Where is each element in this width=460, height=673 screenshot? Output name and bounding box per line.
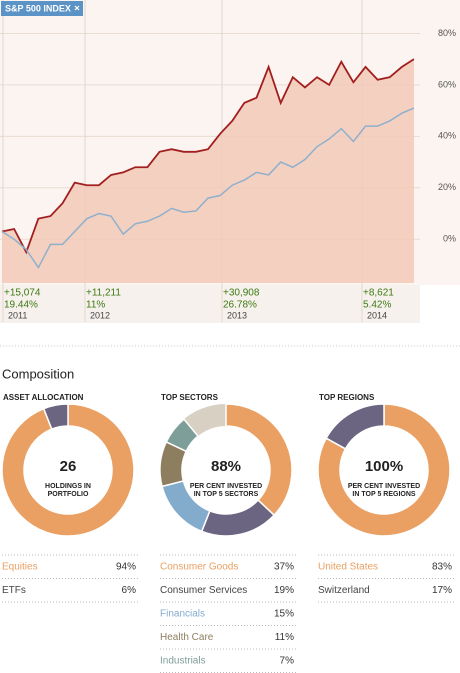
center-text: 100% [365,458,403,475]
legend-value: 6% [122,585,137,596]
year-label: 2013 [227,310,247,320]
y-tick-label: 60% [438,79,456,89]
center-text: 88% [211,458,241,475]
legend-value: 94% [116,562,136,573]
center-text: PER CENT INVESTED [190,483,262,490]
gain-amount: +8,621 [363,288,394,299]
donut-segment [200,499,276,537]
y-tick-label: 80% [438,28,456,38]
legend-label: Consumer Goods [160,562,238,573]
line [1,58,415,255]
donut-segment [42,403,69,431]
legend-value: 7% [280,656,295,667]
gain-amount: +15,074 [4,288,41,299]
legend-label: Health Care [160,632,214,643]
legend-label: Equities [2,562,38,573]
center-text: 26 [60,458,77,475]
gain-percent: 26.78% [223,300,257,311]
annotation-band [0,285,420,323]
year-label: 2012 [90,310,110,320]
area [2,59,414,283]
section-title: Composition [2,366,74,381]
legend-label: Switzerland [318,585,370,596]
legend-value: 17% [432,585,452,596]
center-text: IN TOP 5 REGIONS [352,491,415,498]
legend-value: 11% [275,632,294,643]
gain-percent: 19.44% [4,300,38,311]
legend-label: ETFs [2,585,26,596]
column-title: TOP SECTORS [161,393,219,402]
year-label: 2014 [367,310,387,320]
legend-value: 19% [274,585,294,596]
legend-tag-bg [1,1,83,16]
donut-segment [1,403,135,537]
center-text: PORTFOLIO [48,491,89,498]
line [1,107,415,270]
y-tick-label: 0% [443,234,456,244]
gain-amount: +30,908 [223,288,260,299]
legend-label: Financials [160,609,205,620]
center-text: PER CENT INVESTED [348,483,420,490]
column-title: TOP REGIONS [319,393,375,402]
center-text: IN TOP 5 SECTORS [194,491,259,498]
gain-amount: +11,211 [86,288,121,299]
center-text: HOLDINGS IN [45,483,91,490]
legend-value: 37% [274,562,294,573]
legend-value: 15% [274,609,294,620]
legend-label: Industrials [160,656,206,667]
y-tick-label: 20% [438,182,456,192]
year-label: 2011 [8,310,27,320]
donut-segment [165,418,200,453]
donut-segment [325,403,385,450]
y-tick-label: 40% [438,131,456,141]
legend-value: 83% [432,562,452,573]
legend-tag: S&P 500 INDEX [5,3,71,13]
column-title: ASSET ALLOCATION [3,393,84,402]
gain-percent: 5.42% [363,300,391,311]
donut-segment [317,403,451,537]
gain-percent: 11% [86,300,105,311]
legend-label: Consumer Services [160,585,247,596]
legend-tag-close[interactable] [74,5,80,11]
legend-label: United States [318,562,378,573]
